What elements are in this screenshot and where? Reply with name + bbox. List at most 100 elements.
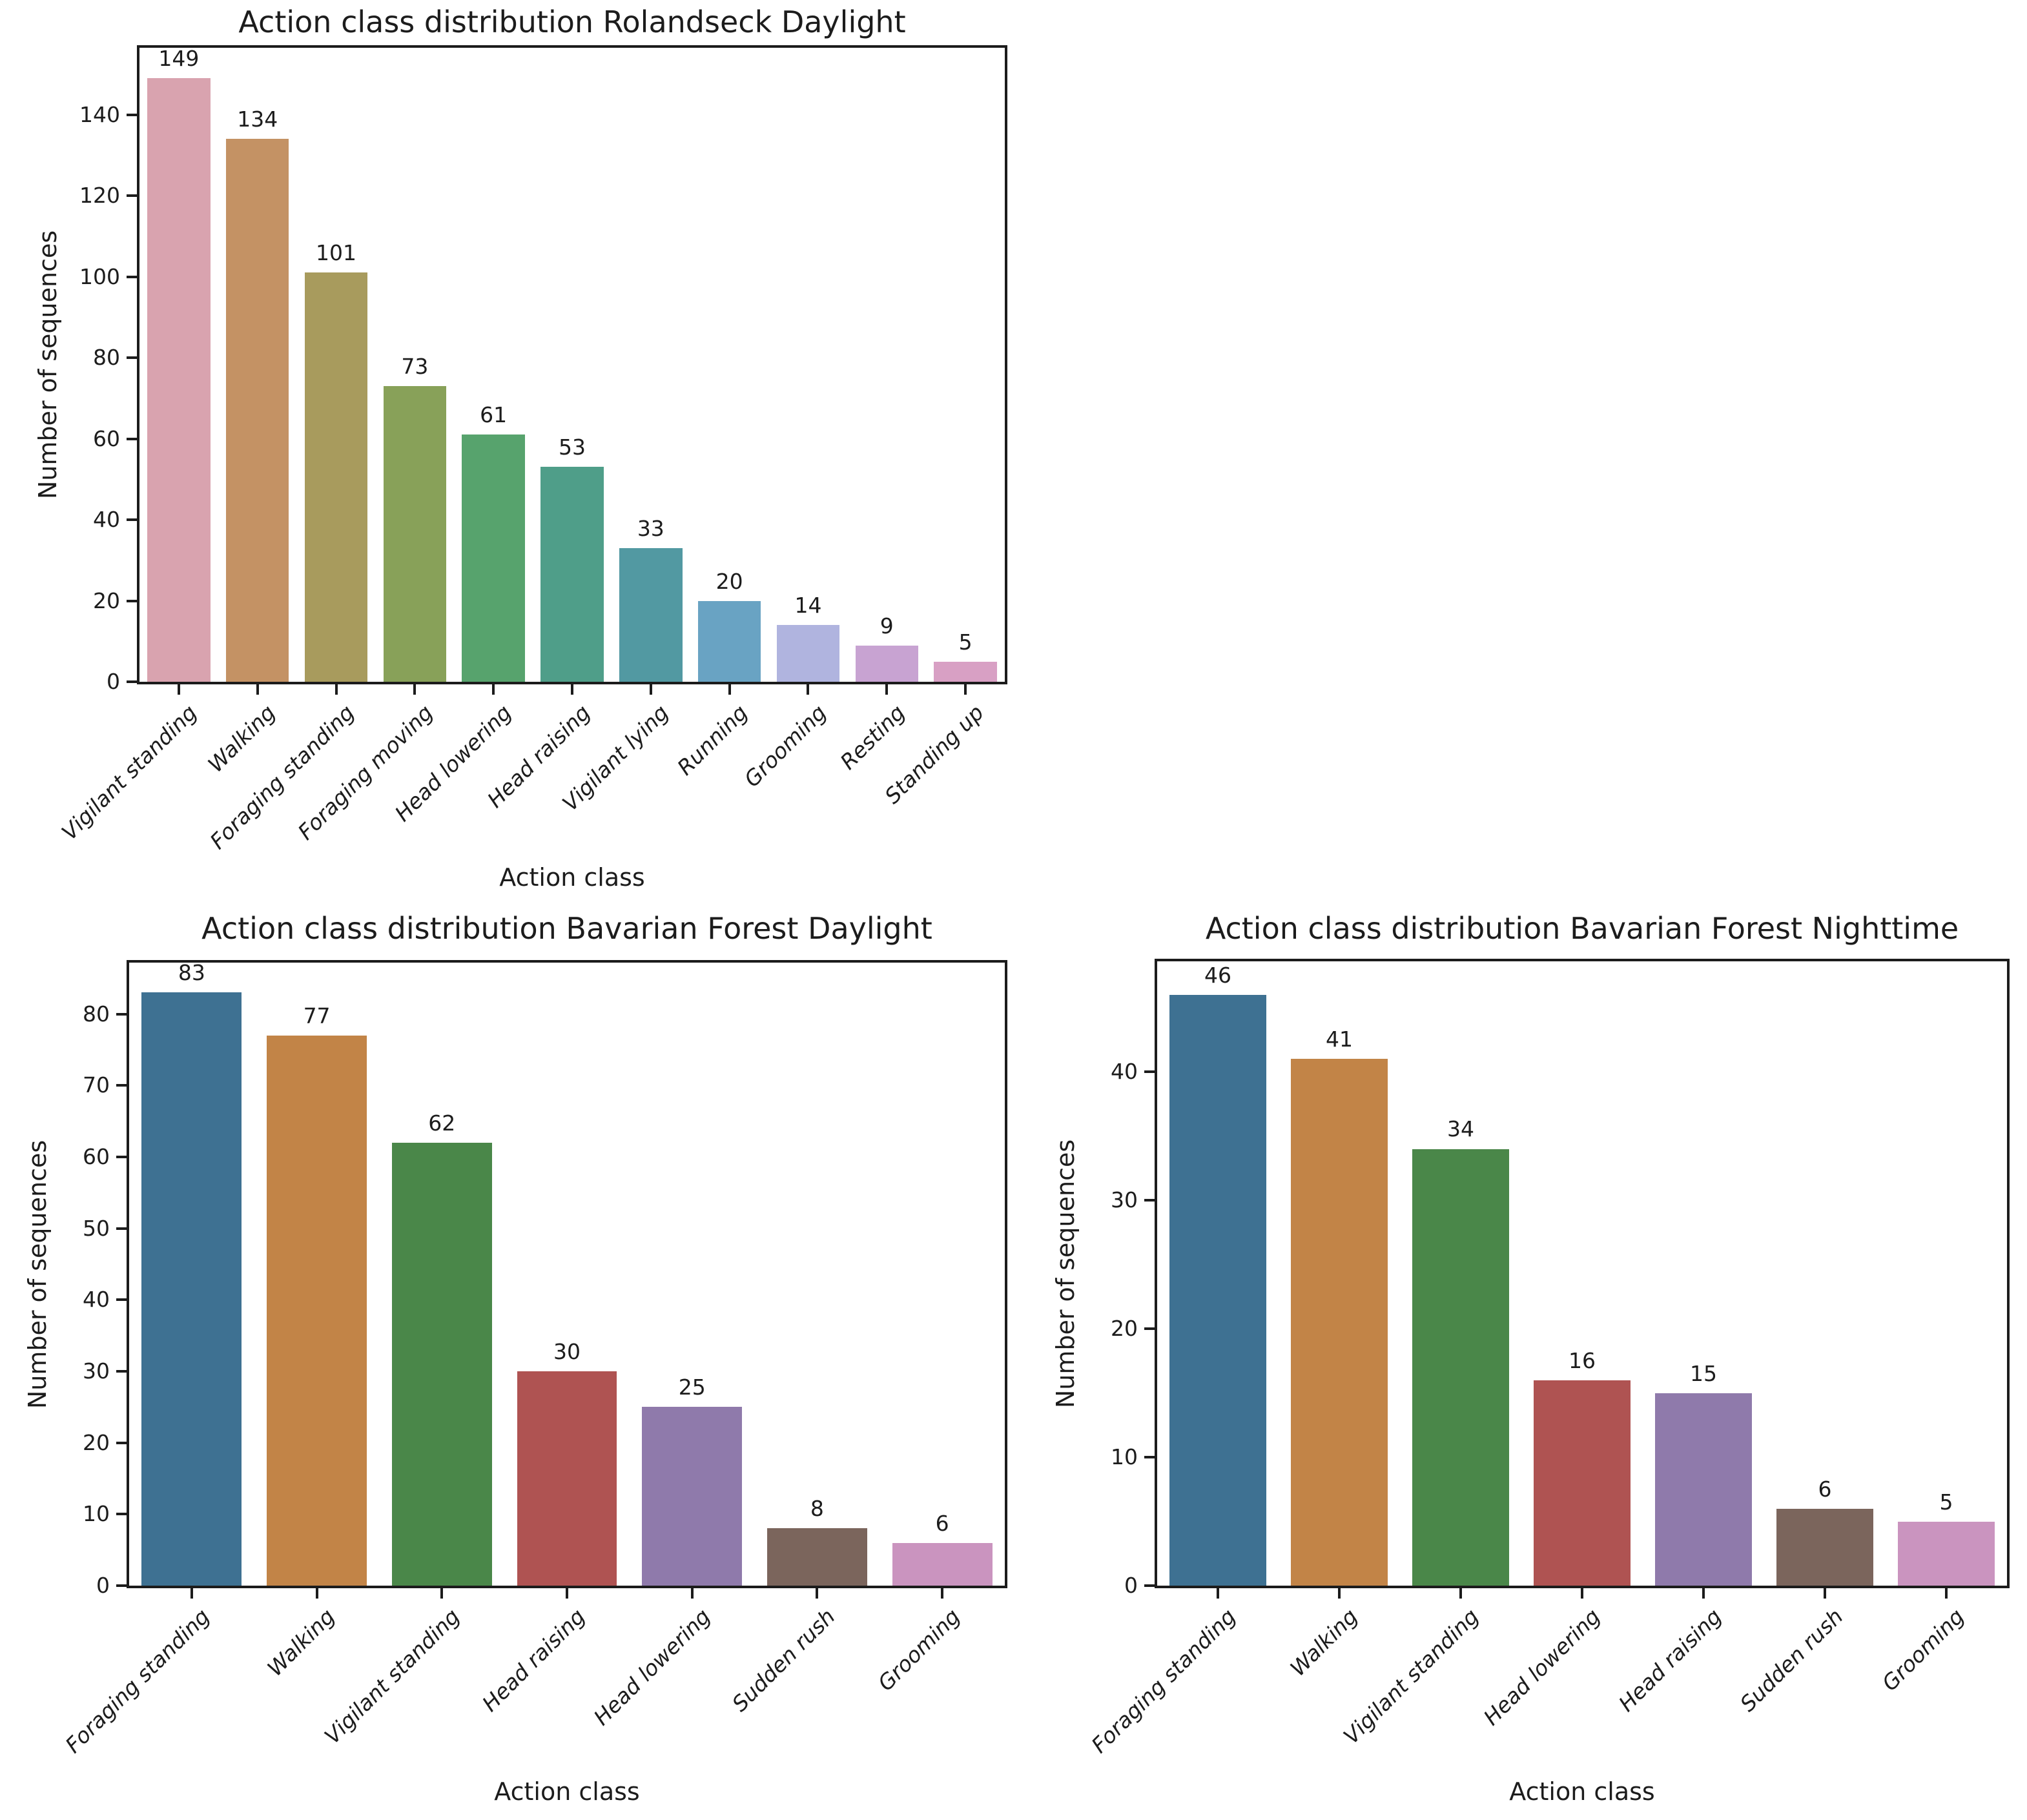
bar-value-label: 9 — [880, 613, 894, 639]
x-tick-label: Foraging standing — [1086, 1604, 1241, 1758]
bar-value-label: 46 — [1204, 962, 1231, 988]
bar — [1897, 1521, 1995, 1586]
x-axis-label: Action class — [494, 1777, 640, 1806]
bar — [147, 78, 211, 682]
bar — [892, 1542, 993, 1586]
x-tick — [1217, 1588, 1219, 1599]
y-tick-label: 80 — [93, 345, 120, 371]
x-tick — [1945, 1588, 1948, 1599]
y-tick-label: 60 — [93, 425, 120, 451]
bar-value-label: 134 — [237, 107, 278, 132]
x-tick-label: Grooming — [1877, 1604, 1970, 1696]
bar-value-label: 53 — [559, 435, 586, 460]
bar-value-label: 77 — [303, 1003, 331, 1028]
plot-area — [127, 960, 1007, 1588]
y-tick-label: 50 — [83, 1215, 110, 1241]
bar-value-label: 34 — [1447, 1116, 1474, 1142]
y-tick-label: 20 — [1111, 1316, 1138, 1342]
bar — [855, 645, 918, 682]
bar — [619, 547, 683, 682]
chart-title: Action class distribution Rolandseck Day… — [238, 5, 906, 39]
bar — [391, 1142, 492, 1586]
bar — [540, 467, 604, 682]
y-tick-label: 40 — [83, 1287, 110, 1313]
y-tick — [116, 1084, 127, 1087]
bar — [517, 1371, 617, 1586]
bar — [642, 1407, 743, 1586]
bar — [141, 992, 242, 1586]
y-tick-label: 20 — [93, 588, 120, 613]
y-tick — [127, 680, 137, 683]
y-tick — [127, 437, 137, 440]
x-tick — [571, 684, 573, 695]
y-tick-label: 80 — [83, 1001, 110, 1027]
y-tick — [127, 194, 137, 198]
x-tick — [566, 1588, 568, 1599]
bar-value-label: 33 — [637, 515, 664, 541]
x-axis-label: Action class — [499, 863, 645, 892]
y-tick — [116, 1370, 127, 1373]
y-tick-label: 70 — [83, 1072, 110, 1098]
bar — [776, 625, 840, 682]
bar — [767, 1528, 867, 1586]
bar — [1776, 1508, 1874, 1586]
y-tick — [116, 1298, 127, 1302]
y-tick-label: 40 — [1111, 1059, 1138, 1085]
x-tick — [807, 684, 810, 695]
y-tick — [127, 113, 137, 116]
bar — [304, 272, 368, 682]
y-tick-label: 20 — [83, 1429, 110, 1455]
x-tick — [256, 684, 259, 695]
y-tick-label: 0 — [107, 669, 120, 694]
y-tick — [127, 599, 137, 602]
x-tick — [649, 684, 652, 695]
y-tick — [116, 1441, 127, 1444]
y-tick-label: 100 — [79, 263, 120, 289]
y-tick — [116, 1012, 127, 1016]
x-tick — [690, 1588, 694, 1599]
y-tick-label: 10 — [1111, 1444, 1138, 1470]
bar-value-label: 5 — [1939, 1489, 1953, 1515]
bar-value-label: 73 — [401, 353, 429, 379]
bar — [1290, 1059, 1388, 1586]
plot-area — [1155, 959, 2010, 1588]
y-tick — [1144, 1070, 1155, 1074]
bar-value-label: 6 — [1818, 1476, 1832, 1502]
x-tick — [816, 1588, 819, 1599]
x-tick — [315, 1588, 318, 1599]
y-tick-label: 10 — [83, 1501, 110, 1527]
x-tick — [964, 684, 967, 695]
bar — [267, 1035, 367, 1586]
bar — [697, 600, 761, 682]
chart-title: Action class distribution Bavarian Fores… — [1205, 911, 1959, 946]
x-tick-label: Walking — [1284, 1604, 1363, 1681]
x-tick — [190, 1588, 193, 1599]
y-tick — [116, 1156, 127, 1158]
bar — [934, 661, 997, 682]
x-tick — [1824, 1588, 1826, 1599]
bar-value-label: 41 — [1326, 1027, 1353, 1052]
x-tick — [492, 684, 495, 695]
y-tick-label: 0 — [1124, 1573, 1138, 1598]
x-tick — [177, 684, 180, 695]
bar — [1654, 1393, 1753, 1586]
x-axis-label: Action class — [1509, 1777, 1655, 1806]
bar — [226, 139, 289, 682]
y-tick — [116, 1584, 127, 1587]
bar-value-label: 101 — [316, 240, 357, 266]
x-tick-label: Head lowering — [1478, 1604, 1605, 1730]
x-tick — [728, 684, 731, 695]
y-tick — [1144, 1199, 1155, 1202]
bar-value-label: 6 — [935, 1510, 949, 1536]
y-tick — [127, 518, 137, 521]
x-tick — [1702, 1588, 1705, 1599]
bar-value-label: 30 — [553, 1339, 581, 1364]
y-tick — [116, 1227, 127, 1230]
y-tick — [1144, 1456, 1155, 1459]
y-tick — [127, 275, 137, 278]
y-tick-label: 120 — [79, 183, 120, 209]
x-tick — [885, 684, 889, 695]
